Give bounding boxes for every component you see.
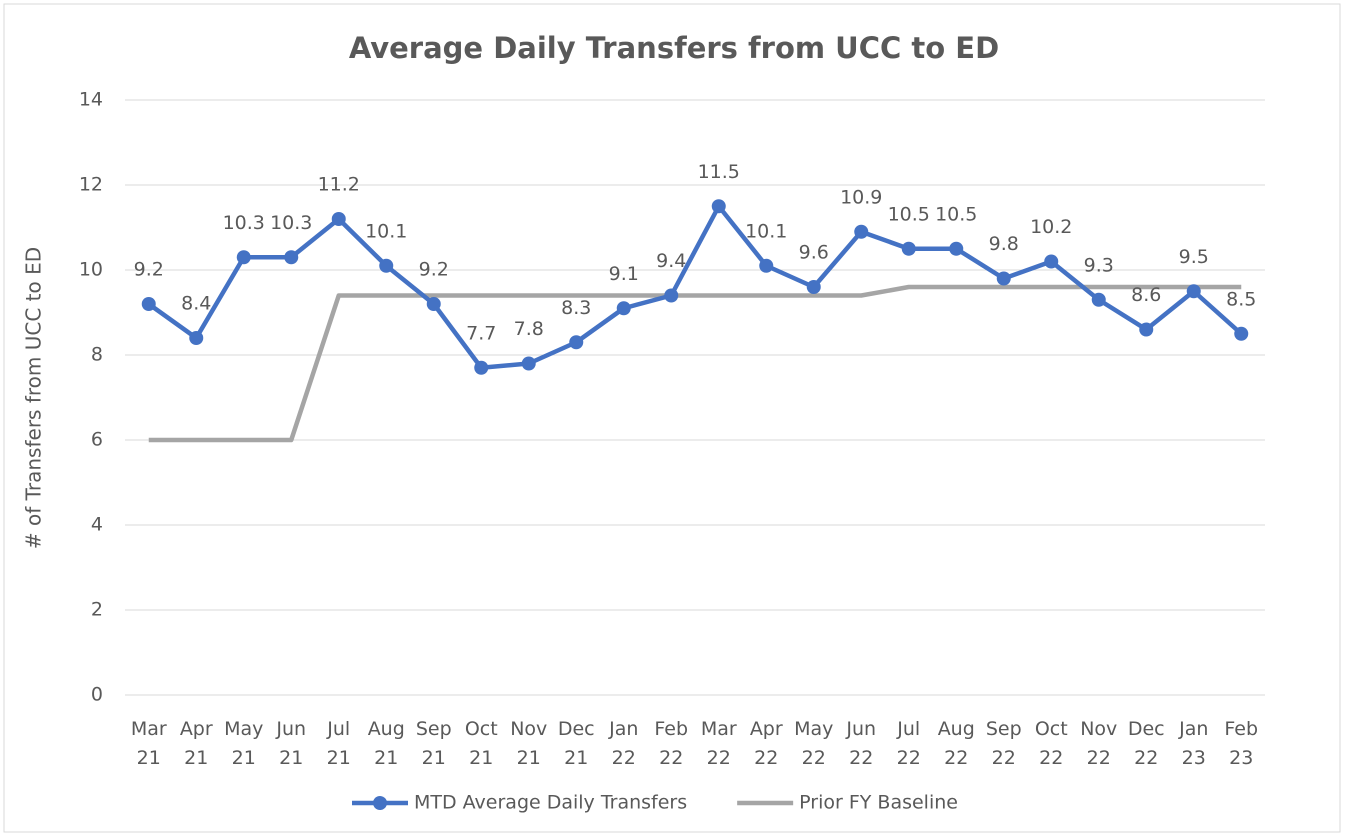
- data-label: 7.7: [466, 322, 496, 344]
- point: [616, 301, 631, 316]
- x-tick-label: Mar 22: [701, 718, 737, 769]
- y-tick-label: 12: [79, 174, 103, 196]
- y-axis-title: # of Transfers from UCC to ED: [22, 247, 46, 549]
- data-label: 9.1: [609, 263, 639, 285]
- x-tick-label: Nov 21: [510, 718, 547, 769]
- point: [1139, 322, 1154, 337]
- x-tick-label: Jun 21: [275, 718, 306, 769]
- x-tick-label: Mar 21: [131, 718, 167, 769]
- series-line: [147, 204, 1243, 370]
- x-tick-label: Jul 21: [326, 718, 351, 769]
- chart-border: [3, 3, 1341, 833]
- point: [521, 356, 536, 371]
- x-tick-label: Feb 22: [654, 718, 688, 769]
- point: [711, 199, 726, 214]
- y-tick-label: 4: [91, 514, 103, 536]
- x-tick-label: Jun 22: [845, 718, 876, 769]
- x-tick-label: Jan 23: [1178, 718, 1208, 769]
- x-tick-label: May 21: [224, 718, 263, 769]
- point: [474, 360, 489, 375]
- data-label: 10.5: [935, 203, 977, 225]
- point: [426, 297, 441, 311]
- x-tick-label: Jul 22: [896, 718, 921, 769]
- x-tick-label: Dec 21: [558, 718, 595, 769]
- data-label: 8.4: [181, 293, 211, 315]
- x-tick-label: Feb 23: [1224, 718, 1258, 769]
- x-tick-label: Apr 22: [750, 718, 783, 769]
- data-label: 9.3: [1084, 254, 1114, 276]
- x-tick-label: May 22: [794, 718, 833, 769]
- data-label: 10.9: [840, 186, 882, 208]
- point: [236, 250, 251, 265]
- y-tick-label: 10: [79, 259, 103, 281]
- x-tick-label: Oct 21: [465, 718, 498, 769]
- data-label: 9.2: [419, 259, 449, 281]
- data-label: 8.5: [1226, 288, 1256, 310]
- point: [141, 297, 156, 311]
- y-tick-label: 14: [79, 89, 103, 111]
- y-tick-label: 0: [91, 684, 103, 706]
- point: [379, 258, 394, 273]
- legend-label: MTD Average Daily Transfers: [414, 792, 687, 814]
- data-label: 10.3: [270, 212, 312, 234]
- data-label: 10.5: [888, 203, 930, 225]
- point: [189, 331, 204, 345]
- x-tick-label: Dec 22: [1128, 718, 1165, 769]
- x-tick-label: Nov 22: [1080, 718, 1117, 769]
- data-label: 9.4: [656, 250, 686, 272]
- legend-label: Prior FY Baseline: [799, 792, 958, 814]
- x-tick-label: Jan 22: [608, 718, 638, 769]
- y-tick-label: 8: [91, 344, 103, 366]
- x-tick-label: Sep 21: [416, 718, 452, 769]
- data-label: 11.2: [318, 174, 360, 196]
- y-tick-label: 6: [91, 429, 103, 451]
- x-tick-label: Oct 22: [1035, 718, 1068, 769]
- data-label: 10.1: [745, 220, 787, 242]
- point: [901, 241, 916, 256]
- point: [1234, 326, 1249, 341]
- data-label: 9.5: [1179, 246, 1209, 268]
- legend-marker: [373, 796, 387, 810]
- data-label: 8.3: [561, 297, 591, 319]
- point: [1044, 254, 1059, 269]
- point: [569, 335, 584, 350]
- data-label: 7.8: [514, 318, 544, 340]
- data-label: 9.8: [989, 233, 1019, 255]
- x-tick-label: Aug 22: [938, 718, 975, 769]
- point: [1091, 292, 1106, 307]
- data-label: 9.2: [134, 259, 164, 281]
- data-label: 11.5: [698, 161, 740, 183]
- point: [331, 212, 346, 226]
- point: [949, 241, 964, 256]
- point: [664, 288, 679, 303]
- point: [1186, 284, 1201, 299]
- x-tick-label: Sep 22: [986, 718, 1022, 769]
- x-tick-label: Aug 21: [368, 718, 405, 769]
- x-tick-label: Apr 21: [180, 718, 213, 769]
- point: [759, 258, 774, 273]
- data-label: 10.2: [1030, 216, 1072, 238]
- series-line: [148, 284, 1242, 443]
- chart-title: Average Daily Transfers from UCC to ED: [349, 31, 999, 65]
- point: [806, 280, 821, 294]
- data-label: 10.1: [365, 220, 407, 242]
- point: [854, 224, 869, 239]
- point: [996, 271, 1011, 286]
- data-label: 9.6: [799, 242, 829, 264]
- data-label: 10.3: [223, 212, 265, 234]
- point: [284, 250, 299, 265]
- data-label: 8.6: [1131, 284, 1161, 306]
- y-tick-label: 2: [91, 599, 103, 621]
